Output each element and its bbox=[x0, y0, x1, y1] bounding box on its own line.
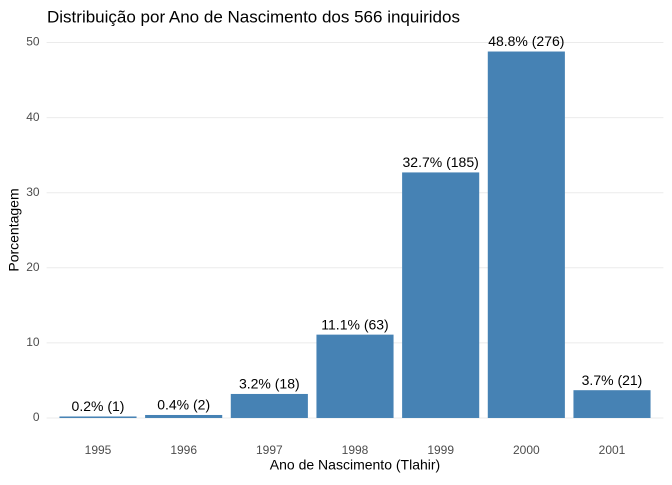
bar bbox=[316, 334, 394, 418]
bar bbox=[402, 172, 480, 418]
y-tick-label: 0 bbox=[33, 410, 40, 424]
y-axis-label: Porcentagem bbox=[6, 188, 22, 271]
x-tick-label: 1999 bbox=[427, 443, 454, 457]
bar bbox=[59, 416, 137, 418]
value-label: 3.2% (18) bbox=[239, 376, 300, 392]
value-label: 0.2% (1) bbox=[72, 398, 125, 414]
y-tick-label: 10 bbox=[26, 335, 40, 349]
value-label: 32.7% (185) bbox=[403, 154, 479, 170]
y-tick-label: 50 bbox=[26, 35, 40, 49]
x-tick-label: 1996 bbox=[170, 443, 197, 457]
bar bbox=[573, 390, 651, 418]
x-tick-label: 1995 bbox=[85, 443, 112, 457]
bar bbox=[145, 414, 223, 418]
value-label: 0.4% (2) bbox=[157, 397, 210, 413]
y-tick-label: 20 bbox=[26, 260, 40, 274]
x-axis-label: Ano de Nascimento (Tlahir) bbox=[270, 457, 440, 473]
chart-title: Distribuição por Ano de Nascimento dos 5… bbox=[47, 7, 460, 26]
x-tick-label: 2001 bbox=[599, 443, 626, 457]
bar bbox=[230, 393, 308, 418]
value-label: 11.1% (63) bbox=[321, 316, 388, 332]
value-label: 48.8% (276) bbox=[488, 33, 564, 49]
x-tick-label: 1997 bbox=[256, 443, 283, 457]
x-tick-label: 2000 bbox=[513, 443, 540, 457]
value-label: 3.7% (21) bbox=[582, 372, 643, 388]
x-tick-label: 1998 bbox=[342, 443, 369, 457]
y-tick-label: 40 bbox=[26, 110, 40, 124]
y-tick-label: 30 bbox=[26, 185, 40, 199]
bar bbox=[487, 51, 565, 418]
